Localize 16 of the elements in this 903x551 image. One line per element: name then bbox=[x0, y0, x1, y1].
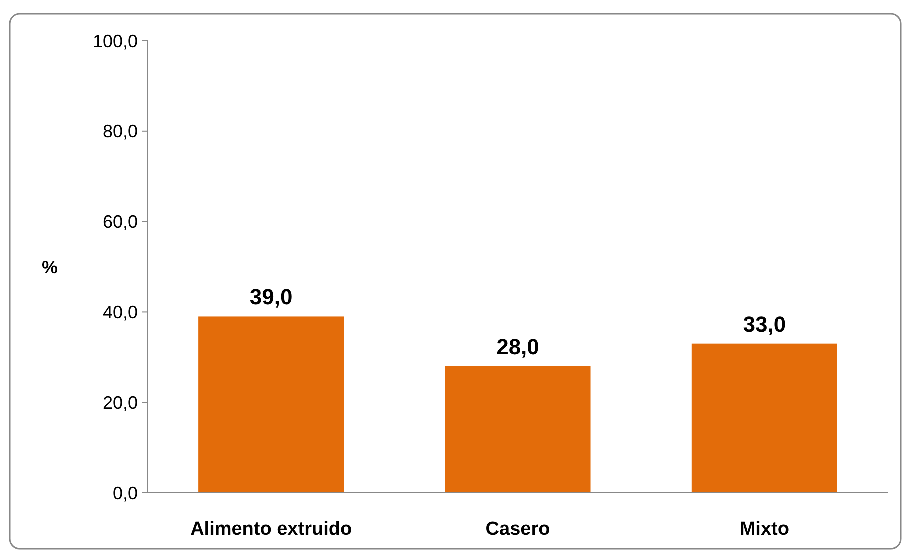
bar bbox=[692, 344, 838, 493]
y-tick-label: 60,0 bbox=[102, 212, 138, 232]
data-label: 39,0 bbox=[250, 284, 293, 310]
x-tick-label: Alimento extruido bbox=[190, 519, 352, 540]
y-tick-label: 80,0 bbox=[102, 122, 138, 142]
x-tick-label: Casero bbox=[486, 519, 550, 540]
x-tick-label: Mixto bbox=[740, 519, 790, 540]
y-tick-label: 20,0 bbox=[102, 392, 138, 413]
y-tick-label: 0,0 bbox=[112, 483, 138, 504]
data-label: 28,0 bbox=[496, 334, 540, 360]
y-axis-title: % bbox=[42, 257, 58, 278]
y-tick-label: 100,0 bbox=[92, 31, 138, 52]
bar bbox=[198, 316, 344, 493]
y-tick-label: 40,0 bbox=[102, 302, 138, 322]
bar bbox=[445, 366, 591, 493]
data-label: 33,0 bbox=[743, 312, 786, 337]
